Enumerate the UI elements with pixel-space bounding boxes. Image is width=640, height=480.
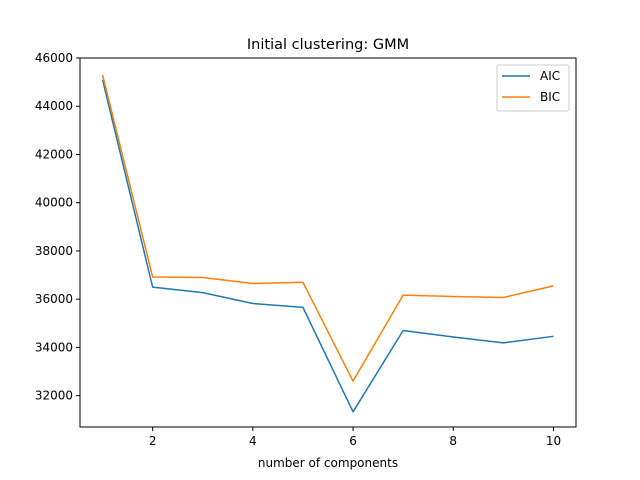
series-line-bic bbox=[101, 74, 554, 382]
series-line-aic bbox=[101, 79, 554, 413]
x-tick-label: 8 bbox=[449, 434, 457, 448]
x-tick-label: 10 bbox=[546, 434, 561, 448]
y-axis: 32000 34000 36000 38000 40000 42000 44000 46000 bbox=[35, 51, 80, 403]
x-axis-label: number of components bbox=[258, 456, 398, 470]
y-tick-label: 34000 bbox=[35, 340, 73, 354]
x-axis: 2 4 6 8 10 bbox=[149, 427, 561, 448]
x-tick-label: 2 bbox=[149, 434, 157, 448]
y-tick-label: 42000 bbox=[35, 147, 73, 161]
legend-label-bic: BIC bbox=[540, 90, 560, 104]
legend-label-aic: AIC bbox=[540, 69, 560, 83]
y-tick-label: 46000 bbox=[35, 51, 73, 65]
y-tick-label: 36000 bbox=[35, 292, 73, 306]
x-tick-label: 4 bbox=[249, 434, 257, 448]
plot-area bbox=[101, 74, 554, 413]
legend: AIC BIC bbox=[496, 64, 570, 112]
y-tick-label: 44000 bbox=[35, 99, 73, 113]
x-tick-label: 6 bbox=[349, 434, 357, 448]
y-tick-label: 40000 bbox=[35, 196, 73, 210]
axes-frame bbox=[79, 57, 577, 428]
chart-title: Initial clustering: GMM bbox=[247, 37, 409, 53]
y-tick-label: 38000 bbox=[35, 244, 73, 258]
y-tick-label: 32000 bbox=[35, 389, 73, 403]
